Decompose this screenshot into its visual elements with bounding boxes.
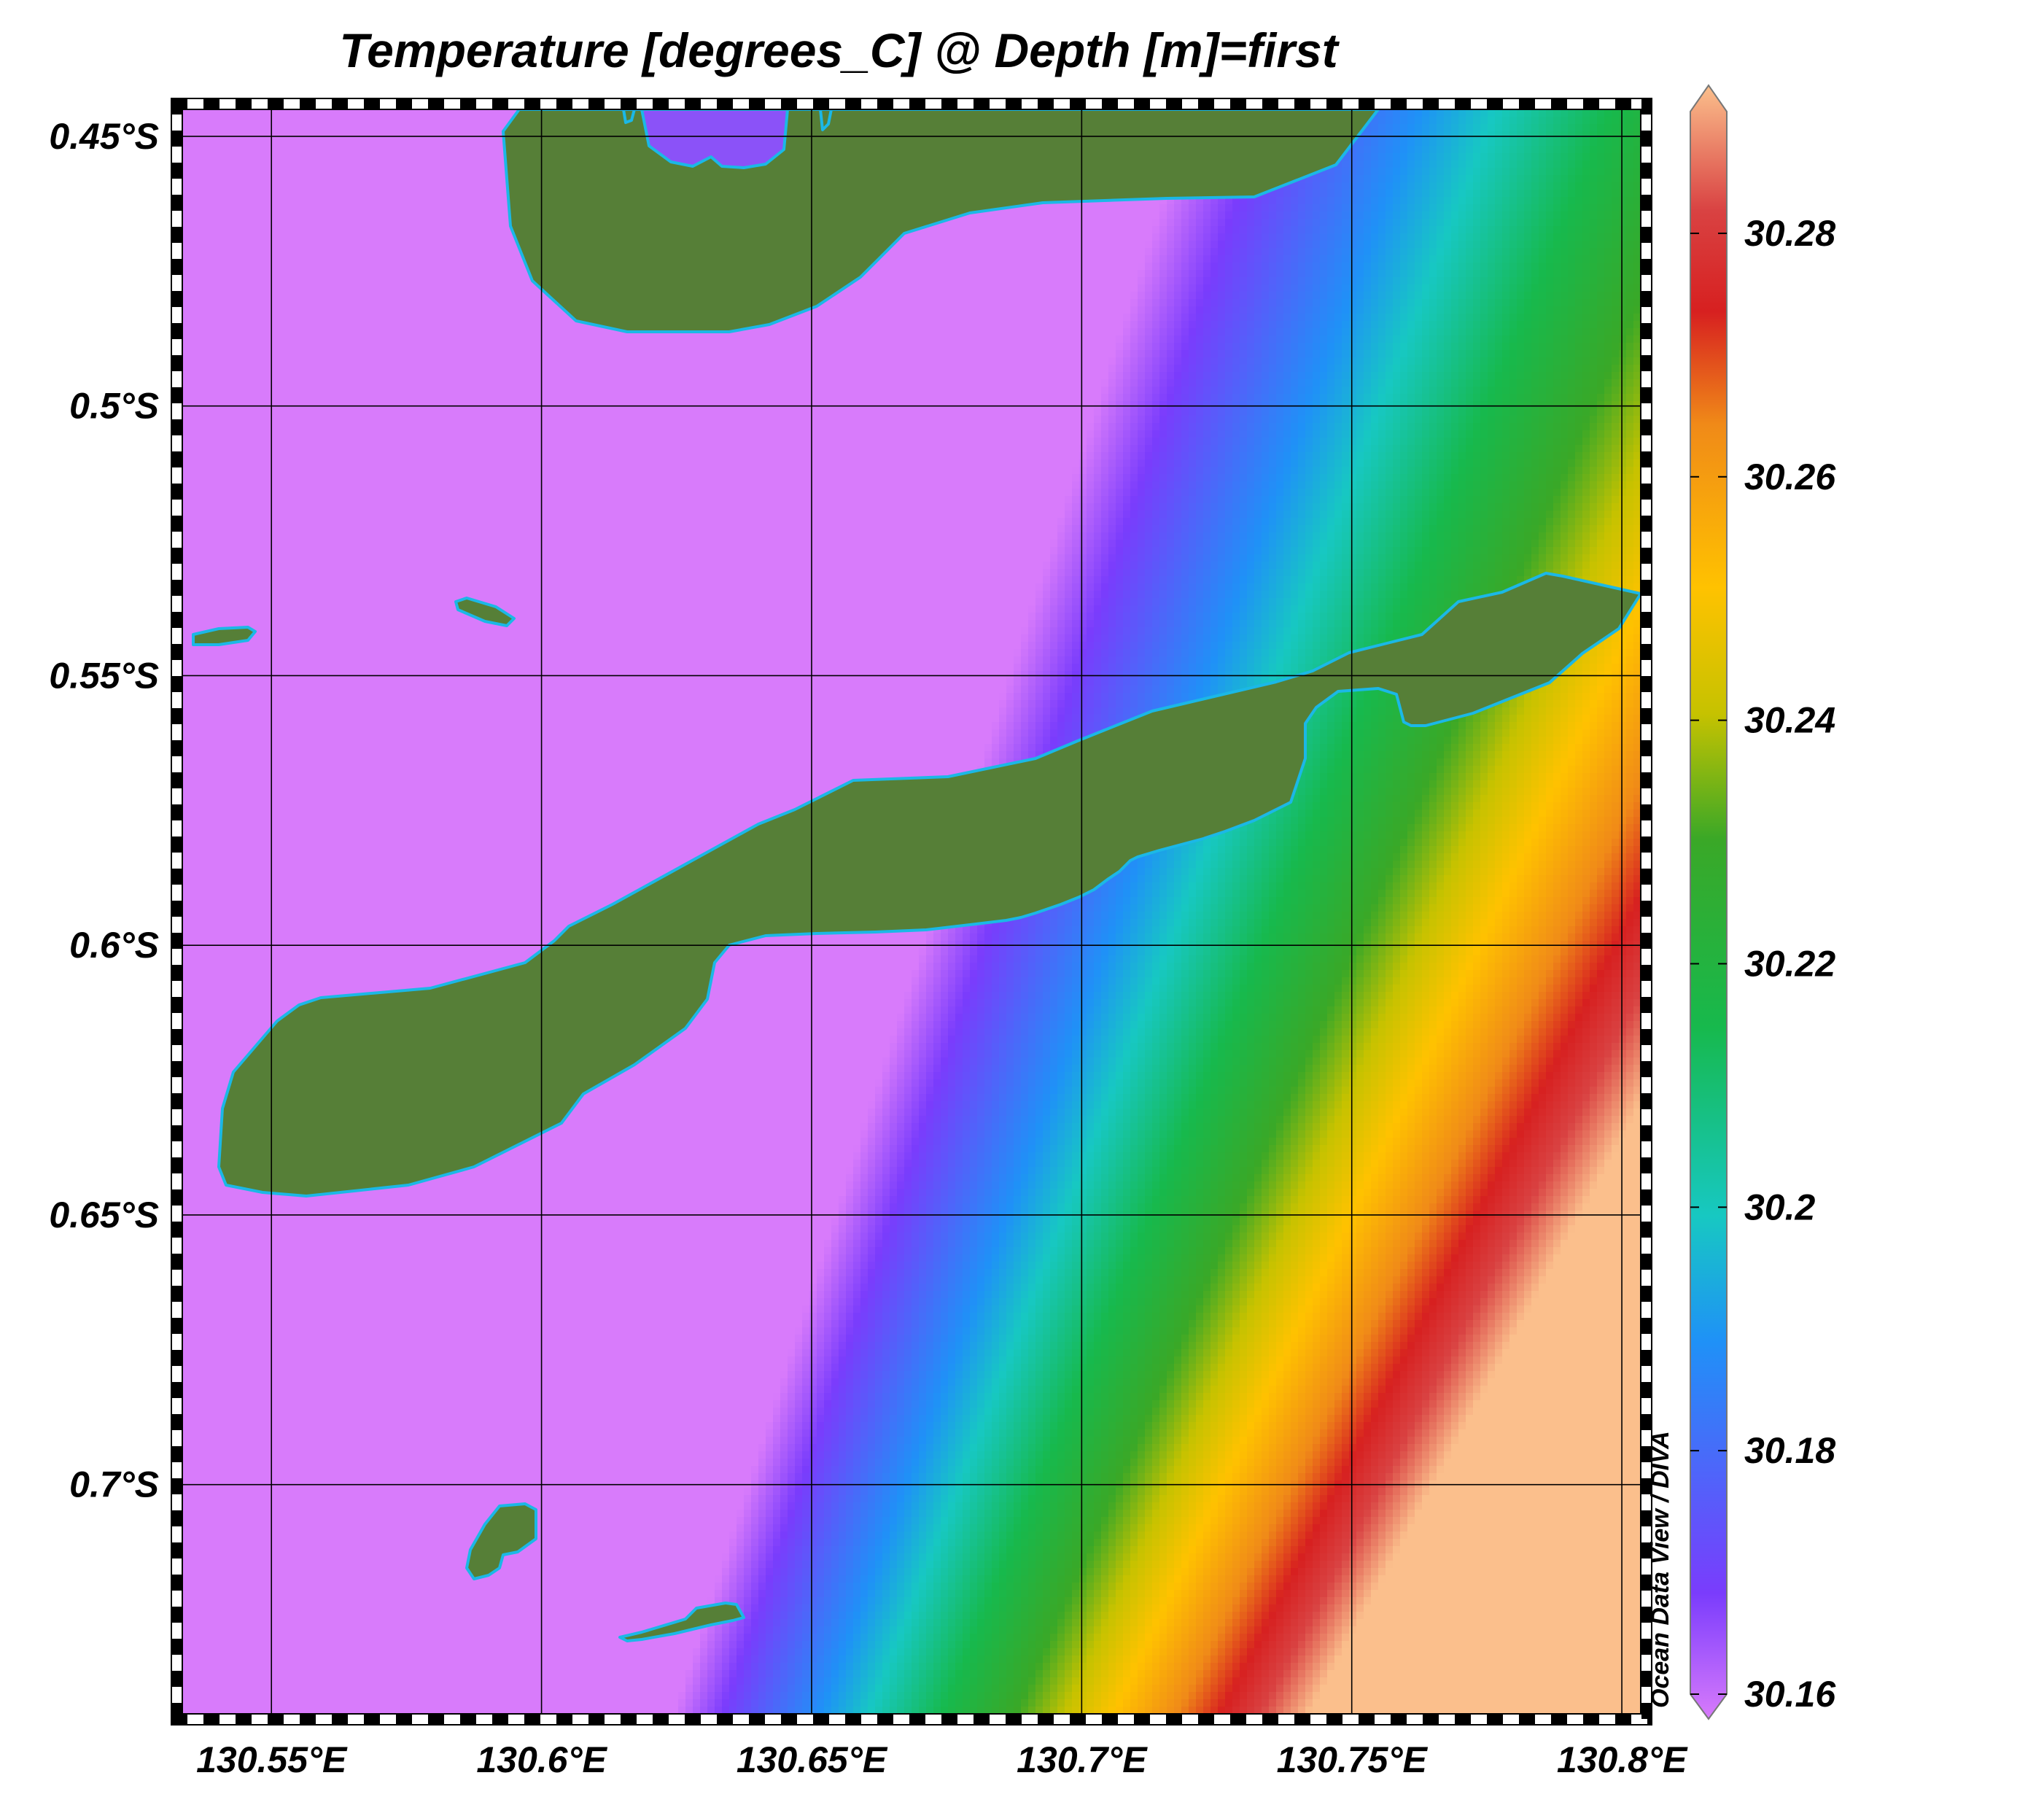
- map-panel: [171, 98, 1652, 1726]
- colorbar-tick-label: 30.22: [1744, 943, 1835, 984]
- y-tick-label: 0.55°S: [49, 655, 159, 696]
- islet-west-2: [454, 597, 516, 627]
- colorbar-tick-label: 30.28: [1744, 213, 1835, 254]
- grid-lines: [182, 109, 1641, 1714]
- land-masses: [192, 109, 1641, 1642]
- chart-title: Temperature [degrees_C] @ Depth [m]=firs…: [339, 23, 1340, 77]
- y-tick-label: 0.45°S: [49, 116, 159, 157]
- y-axis-ticks: 0.45°S 0.5°S 0.55°S 0.6°S 0.65°S 0.7°S: [49, 116, 159, 1505]
- islet-south-2: [618, 1602, 745, 1642]
- x-tick-label: 130.7°E: [1017, 1739, 1148, 1780]
- islet-north-1: [819, 109, 833, 131]
- y-tick-label: 0.6°S: [69, 925, 159, 966]
- x-tick-label: 130.8°E: [1557, 1739, 1688, 1780]
- islet-north-2: [622, 109, 636, 124]
- islet-west-1: [192, 626, 257, 646]
- x-tick-label: 130.6°E: [476, 1739, 607, 1780]
- x-tick-label: 130.75°E: [1277, 1739, 1429, 1780]
- island-long: [217, 572, 1641, 1197]
- x-tick-label: 130.55°E: [196, 1739, 348, 1780]
- islet-south-1: [465, 1502, 537, 1580]
- colorbar-body: [1690, 84, 1728, 1720]
- colorbar: 30.16 30.18 30.2 30.22 30.24 30.26 30.28: [1690, 84, 1836, 1720]
- map-frame: [171, 98, 1652, 1726]
- y-tick-label: 0.65°S: [49, 1195, 159, 1235]
- colorbar-ticks: 30.16 30.18 30.2 30.22 30.24 30.26 30.28: [1690, 213, 1836, 1715]
- y-tick-label: 0.7°S: [69, 1464, 159, 1505]
- y-tick-label: 0.5°S: [69, 386, 159, 427]
- colorbar-tick-label: 30.16: [1744, 1674, 1836, 1715]
- colorbar-tick-label: 30.18: [1744, 1430, 1835, 1471]
- colorbar-tick-label: 30.2: [1744, 1187, 1816, 1227]
- colorbar-tick-label: 30.24: [1744, 700, 1835, 741]
- credit-label: Ocean Data View / DIVA: [1647, 1431, 1674, 1708]
- x-axis-ticks: 130.55°E 130.6°E 130.65°E 130.7°E 130.75°E 13…: [196, 1739, 1688, 1780]
- x-tick-label: 130.65°E: [737, 1739, 888, 1780]
- colorbar-tick-label: 30.26: [1744, 457, 1836, 497]
